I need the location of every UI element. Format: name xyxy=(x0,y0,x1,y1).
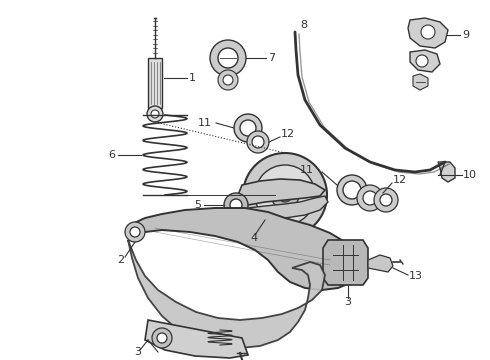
Text: 2: 2 xyxy=(117,255,124,265)
Circle shape xyxy=(210,40,246,76)
Circle shape xyxy=(157,333,167,343)
Circle shape xyxy=(421,25,435,39)
Polygon shape xyxy=(128,208,360,290)
Text: 7: 7 xyxy=(268,53,275,63)
Text: 4: 4 xyxy=(250,233,257,243)
Text: 5: 5 xyxy=(194,200,201,210)
Polygon shape xyxy=(438,162,455,182)
Circle shape xyxy=(252,136,264,148)
Circle shape xyxy=(343,181,361,199)
Circle shape xyxy=(223,75,233,85)
Text: 1: 1 xyxy=(189,73,196,83)
Circle shape xyxy=(363,191,377,205)
Circle shape xyxy=(278,188,292,202)
Polygon shape xyxy=(410,50,440,72)
Circle shape xyxy=(255,165,315,225)
Circle shape xyxy=(271,181,299,209)
Circle shape xyxy=(337,175,367,205)
Circle shape xyxy=(230,199,242,211)
Circle shape xyxy=(218,48,238,68)
Text: 11: 11 xyxy=(300,165,314,175)
Text: 3: 3 xyxy=(344,297,351,307)
Circle shape xyxy=(234,114,262,142)
FancyBboxPatch shape xyxy=(148,58,162,108)
Circle shape xyxy=(125,222,145,242)
Polygon shape xyxy=(128,240,325,348)
Text: 10: 10 xyxy=(463,170,477,180)
Text: 8: 8 xyxy=(300,20,307,30)
Text: 12: 12 xyxy=(281,129,295,139)
Text: 6: 6 xyxy=(108,150,115,160)
Circle shape xyxy=(130,227,140,237)
Polygon shape xyxy=(145,320,248,358)
Text: 13: 13 xyxy=(409,271,423,281)
Circle shape xyxy=(152,328,172,348)
Polygon shape xyxy=(235,196,328,220)
Polygon shape xyxy=(408,18,448,48)
Polygon shape xyxy=(368,255,393,272)
Circle shape xyxy=(240,120,256,136)
Circle shape xyxy=(380,194,392,206)
Polygon shape xyxy=(236,179,325,210)
Circle shape xyxy=(147,106,163,122)
Circle shape xyxy=(416,55,428,67)
Circle shape xyxy=(151,110,159,118)
Circle shape xyxy=(374,188,398,212)
Text: 9: 9 xyxy=(462,30,469,40)
Text: 12: 12 xyxy=(393,175,407,185)
Polygon shape xyxy=(323,240,368,285)
Circle shape xyxy=(243,153,327,237)
Circle shape xyxy=(218,70,238,90)
Polygon shape xyxy=(413,74,428,90)
Circle shape xyxy=(357,185,383,211)
Text: 3: 3 xyxy=(134,347,141,357)
Text: 11: 11 xyxy=(198,118,212,128)
Circle shape xyxy=(247,131,269,153)
Circle shape xyxy=(224,193,248,217)
